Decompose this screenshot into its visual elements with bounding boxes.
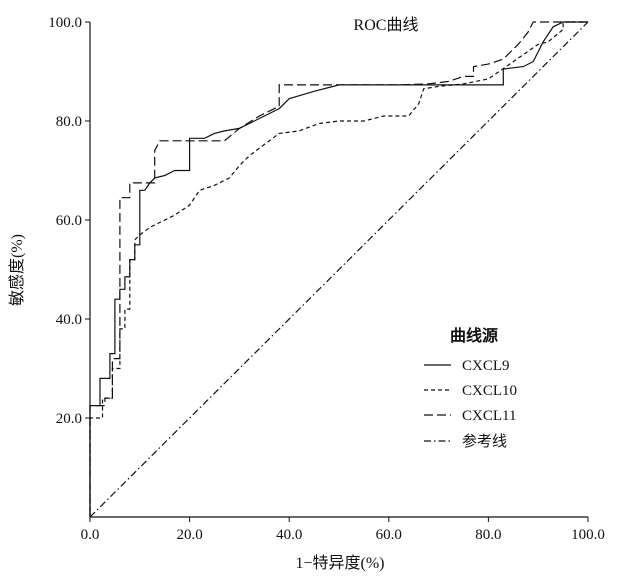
y-tick-label: 80.0 [56,114,82,130]
series-line-参考线 [89,21,589,518]
y-tick-label: 60.0 [56,213,82,229]
x-tick-label: 40.0 [276,527,302,543]
y-tick-label: 100.0 [48,15,82,31]
legend-label-参考线: 参考线 [462,433,507,450]
chart-title: ROC曲线 [354,16,419,34]
series-line-CXCL11 [89,21,588,517]
chart-series-layer [89,21,589,518]
x-tick-label: 0.0 [81,527,100,543]
chart-legend: 曲线源 CXCL9 CXCL10 CXCL11 参考线 [424,326,517,450]
y-tick-label: 20.0 [56,411,82,427]
series-line-CXCL10 [89,21,588,517]
legend-title: 曲线源 [450,326,498,345]
chart-ticks: 0.0 20.0 40.0 60.0 80.0 100.0 20.0 40.0 60.0 80.0… [48,15,605,543]
x-tick-label: 20.0 [176,527,202,543]
x-tick-label: 80.0 [475,527,501,543]
y-tick-label: 40.0 [56,312,82,328]
series-line-CXCL9 [89,21,588,517]
legend-label-CXCL11: CXCL11 [462,408,516,424]
x-tick-label: 100.0 [571,527,605,543]
y-axis-title: 敏感度(%) [8,234,26,306]
legend-label-CXCL9: CXCL9 [462,358,510,374]
x-axis-title: 1−特异度(%) [295,554,384,572]
legend-label-CXCL10: CXCL10 [462,383,517,399]
x-tick-label: 60.0 [376,527,402,543]
